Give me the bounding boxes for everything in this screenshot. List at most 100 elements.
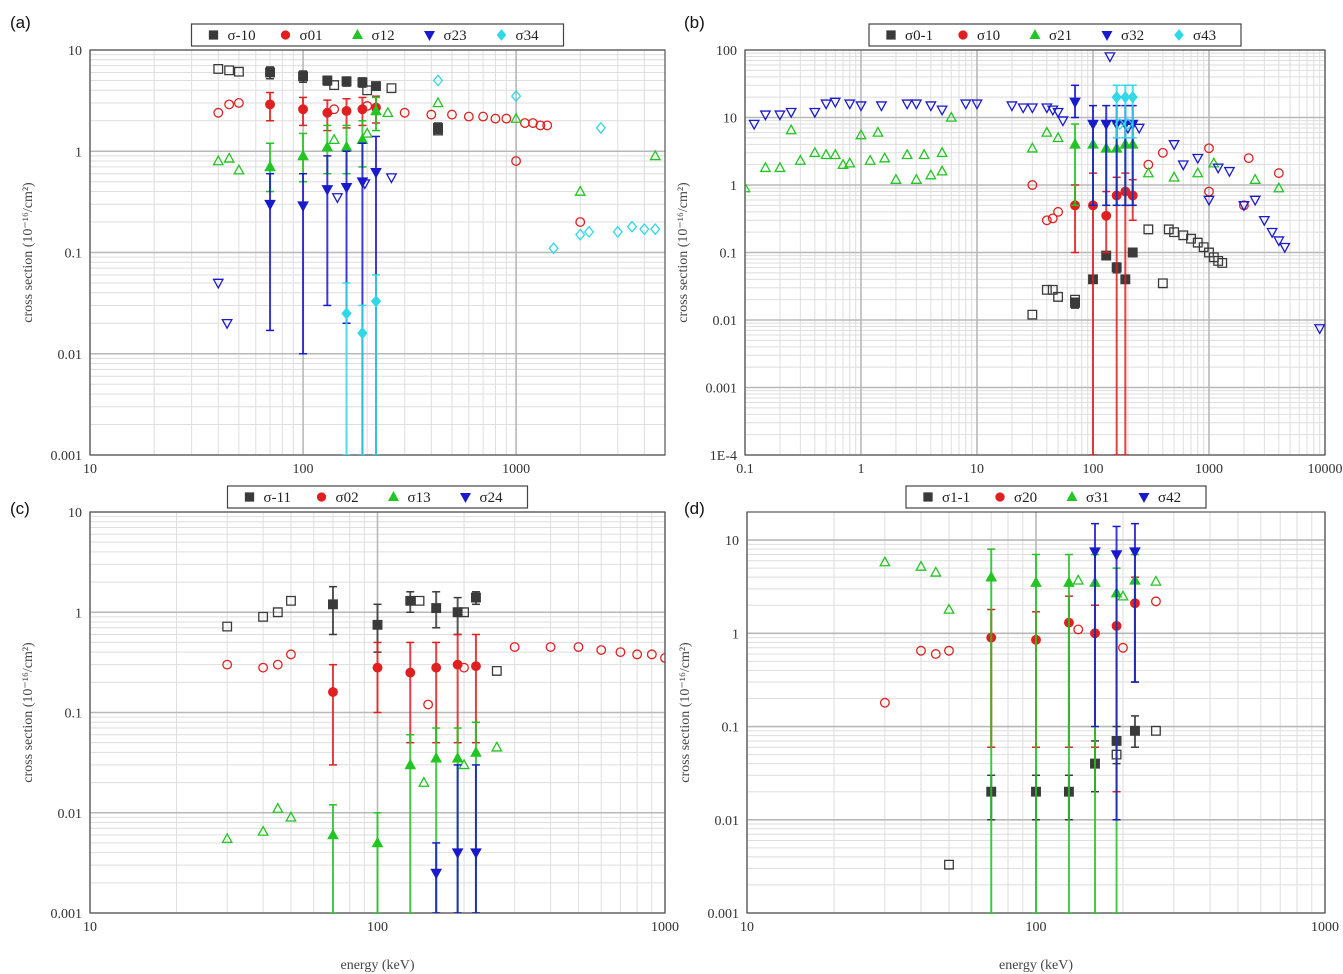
data-point-open xyxy=(272,607,283,618)
legend-entry: σ10 xyxy=(977,28,1000,44)
data-point-open xyxy=(491,665,502,676)
data-point-open xyxy=(233,66,244,77)
data-point-filled xyxy=(356,177,369,189)
data-point-open xyxy=(944,645,954,656)
data-point-open xyxy=(1278,242,1291,254)
data-point-open xyxy=(1191,153,1204,165)
y-tick-label: 10 xyxy=(68,506,82,521)
data-point-open xyxy=(329,80,340,91)
x-tick-label: 100 xyxy=(1083,462,1104,477)
data-point-open xyxy=(1212,163,1225,175)
x-tick-label: 10 xyxy=(83,920,97,935)
data-point-filled xyxy=(321,140,334,152)
data-point-open xyxy=(626,220,638,233)
data-point-open xyxy=(872,126,884,137)
data-point-open xyxy=(1150,575,1162,586)
data-point-open xyxy=(1168,140,1180,151)
x-tick-label: 10 xyxy=(740,920,754,935)
data-point-open xyxy=(1249,173,1261,184)
data-point-open xyxy=(575,228,586,241)
data-point-filled xyxy=(1101,250,1112,261)
y-tick-label: 0.001 xyxy=(51,907,83,922)
data-point-filled xyxy=(341,307,352,320)
data-point-open xyxy=(915,560,927,571)
data-point-open xyxy=(575,217,586,227)
data-point-open xyxy=(829,148,842,160)
data-point-filled xyxy=(452,607,463,618)
data-point-open xyxy=(944,859,954,870)
y-tick-label: 10 xyxy=(723,112,737,127)
data-point-filled xyxy=(328,687,338,697)
legend: σ1-1 σ20 σ31 σ42 xyxy=(905,485,1207,509)
data-point-open xyxy=(510,112,522,123)
data-point-open xyxy=(414,595,425,606)
data-point-filled xyxy=(357,104,368,115)
data-layer xyxy=(745,52,1325,455)
data-point-filled xyxy=(451,751,464,763)
y-tick-label: 0.01 xyxy=(58,348,83,363)
data-point-open xyxy=(945,111,958,122)
data-point-filled xyxy=(430,751,443,763)
data-point-open xyxy=(660,653,665,663)
y-tick-label: 0.001 xyxy=(708,907,740,922)
legend-entry: σ1-1 xyxy=(942,490,970,506)
data-point-open xyxy=(878,151,891,163)
data-point-open xyxy=(1150,596,1161,607)
data-point-open xyxy=(1047,284,1058,295)
y-tick-label: 0.01 xyxy=(713,314,738,329)
data-point-filled xyxy=(357,77,368,88)
x-tick-label: 10000 xyxy=(1308,462,1343,477)
data-point-filled xyxy=(372,662,383,673)
data-point-open xyxy=(1072,574,1085,585)
data-point-filled xyxy=(405,667,416,678)
legend-entry: σ31 xyxy=(1086,490,1109,506)
data-point-open xyxy=(1213,255,1224,266)
data-point-open xyxy=(221,832,234,844)
legend-marker xyxy=(1138,492,1150,503)
y-axis-label: cross section (10⁻¹⁶/cm²) xyxy=(21,642,36,783)
data-point-open xyxy=(361,127,374,138)
data-point-open xyxy=(1177,160,1190,171)
data-point-filled xyxy=(370,104,382,116)
data-point-open xyxy=(843,99,856,111)
data-point-open xyxy=(875,101,888,112)
data-point-open xyxy=(1243,153,1254,164)
data-point-open xyxy=(1053,206,1064,217)
data-point-filled xyxy=(431,662,442,673)
data-point-filled xyxy=(1089,547,1101,559)
data-point-filled xyxy=(452,659,463,670)
data-point-filled xyxy=(1063,576,1075,587)
data-point-open xyxy=(890,173,902,184)
data-point-filled xyxy=(357,326,368,340)
data-point-open xyxy=(478,111,489,122)
legend-entry: σ23 xyxy=(444,28,467,44)
data-point-open xyxy=(1150,725,1161,736)
data-point-filled xyxy=(321,185,334,196)
data-point-filled xyxy=(341,106,352,116)
data-point-filled xyxy=(1069,97,1081,109)
legend-marker xyxy=(460,492,471,503)
data-point-open xyxy=(646,649,657,660)
data-point-open xyxy=(1313,324,1325,335)
data-point-open xyxy=(1133,123,1145,135)
data-point-open xyxy=(213,107,224,118)
data-point-open xyxy=(545,642,556,652)
data-point-filled xyxy=(298,104,308,115)
y-tick-label: 0.001 xyxy=(51,449,83,464)
chart-panel-3: 10 100 1000 0.001 0.01 0.1 1 10 (c) cross section… xyxy=(10,485,679,973)
data-point-filled xyxy=(372,619,383,630)
x-tick-label: 100 xyxy=(1026,920,1047,935)
data-point-filled xyxy=(433,122,443,133)
data-point-open xyxy=(1203,195,1215,207)
data-point-open xyxy=(1027,180,1038,190)
data-point-open xyxy=(1026,141,1039,153)
legend-marker xyxy=(923,492,933,502)
data-point-open xyxy=(423,699,434,710)
legend-marker xyxy=(886,30,896,40)
data-point-open xyxy=(490,740,503,752)
legend-entry: σ42 xyxy=(1158,490,1181,506)
legend-entry: σ01 xyxy=(300,28,323,44)
x-tick-label: 1000 xyxy=(1311,920,1339,935)
data-point-open xyxy=(212,154,225,166)
data-point-open xyxy=(286,595,296,606)
